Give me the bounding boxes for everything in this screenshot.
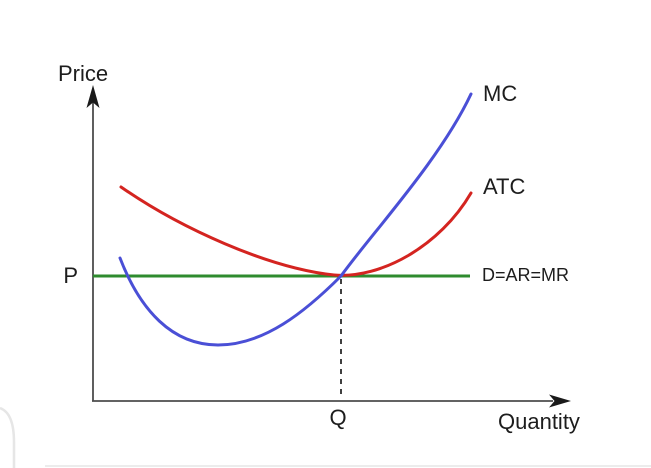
card-corner-decoration [0, 406, 16, 468]
mc-curve-label: MC [483, 81, 517, 106]
demand-line-label: D=AR=MR [482, 265, 569, 285]
quantity-level-label: Q [329, 405, 346, 430]
bottom-divider [45, 465, 651, 467]
price-level-label: P [63, 263, 78, 288]
y-axis-title: Price [58, 61, 108, 86]
x-axis-arrowhead [549, 394, 571, 408]
atc-curve [119, 185, 473, 277]
atc-curve-label: ATC [483, 174, 525, 199]
mc-curve [118, 92, 473, 347]
x-axis-title: Quantity [498, 409, 580, 434]
y-axis-arrowhead [86, 85, 100, 108]
